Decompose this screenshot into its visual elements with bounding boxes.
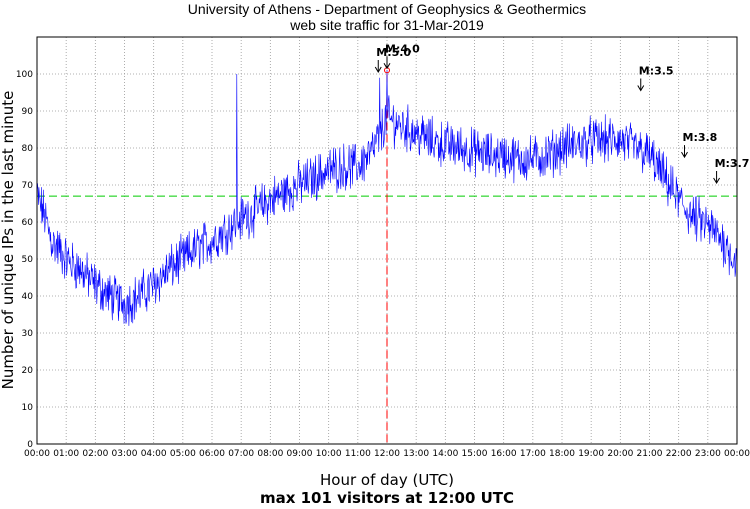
grid (37, 37, 737, 444)
annotation-label-1: M:5.0 (376, 46, 411, 59)
x-tick-label-5: 05:00 (170, 449, 196, 459)
x-tick-label-17: 17:00 (520, 449, 546, 459)
y-tick-label-100: 100 (16, 70, 33, 80)
annotations: M:4.0M:5.0 M:3.5 M:3.8 M:3.7 (374, 42, 750, 184)
annotation-arrow-head-4 (713, 177, 721, 184)
x-tick-label-0: 00:00 (24, 449, 50, 459)
x-tick-label-11: 11:00 (345, 449, 371, 459)
x-tick-label-3: 03:00 (112, 449, 138, 459)
y-tick-label-50: 50 (22, 255, 34, 265)
x-tick-label-2: 02:00 (82, 449, 108, 459)
chart-subtitle: web site traffic for 31-Mar-2019 (289, 17, 484, 33)
y-axis-label: Number of unique IPs in the last minute (0, 91, 17, 390)
x-tick-label-7: 07:00 (228, 449, 254, 459)
annotation-arrow-head-2 (637, 85, 645, 92)
x-tick-label-1: 01:00 (53, 449, 79, 459)
y-tick-label-10: 10 (22, 403, 34, 413)
x-tick-label-15: 15:00 (462, 449, 488, 459)
annotation-label-4: M:3.7 (715, 157, 750, 170)
plot-frame (36, 36, 738, 445)
x-tick-label-16: 16:00 (491, 449, 517, 459)
annotation-arrow-head-1 (374, 66, 382, 73)
series-line-0 (36, 70, 738, 326)
y-tick-label-40: 40 (22, 292, 34, 302)
y-tick-label-0: 0 (27, 440, 33, 450)
x-tick-label-18: 18:00 (549, 449, 575, 459)
y-tick-label-20: 20 (22, 366, 34, 376)
y-tick-label-80: 80 (22, 144, 34, 154)
y-tick-label-30: 30 (22, 329, 34, 339)
annotation-arrow-head-3 (681, 151, 688, 159)
x-tick-label-13: 13:00 (403, 449, 429, 459)
annotation-label-0: M:4.0 (385, 42, 420, 55)
x-tick-label-10: 10:00 (316, 449, 342, 459)
chart-title: University of Athens - Department of Geo… (188, 1, 586, 17)
x-tick-label-8: 08:00 (257, 449, 283, 459)
x-tick-label-21: 21:00 (637, 449, 663, 459)
y-axis-ticks: 0 10 20 30 40 50 60 70 80 90 100 (16, 70, 33, 450)
x-tick-label-24: 00:00 (724, 449, 750, 459)
annotation-label-3: M:3.8 (683, 131, 718, 144)
x-tick-label-20: 20:00 (607, 449, 633, 459)
annotation-arrow-head-0 (383, 63, 391, 70)
y-tick-label-60: 60 (22, 218, 34, 228)
x-axis-ticks: 00:00 01:00 02:00 03:00 04:00 05:00 06:00 07:00… (24, 449, 750, 459)
max-visitors-footer: max 101 visitors at 12:00 UTC (260, 489, 514, 507)
x-tick-label-23: 23:00 (695, 449, 721, 459)
x-axis-label: Hour of day (UTC) (320, 471, 454, 489)
x-tick-label-19: 19:00 (578, 449, 604, 459)
x-tick-label-14: 14:00 (432, 449, 458, 459)
annotation-label-2: M:3.5 (639, 65, 674, 78)
x-tick-label-4: 04:00 (141, 449, 167, 459)
x-tick-label-9: 09:00 (287, 449, 313, 459)
y-tick-label-70: 70 (22, 181, 34, 191)
y-tick-label-90: 90 (22, 107, 34, 117)
x-tick-label-12: 12:00 (374, 449, 400, 459)
x-tick-label-22: 22:00 (666, 449, 692, 459)
x-tick-label-6: 06:00 (199, 449, 225, 459)
